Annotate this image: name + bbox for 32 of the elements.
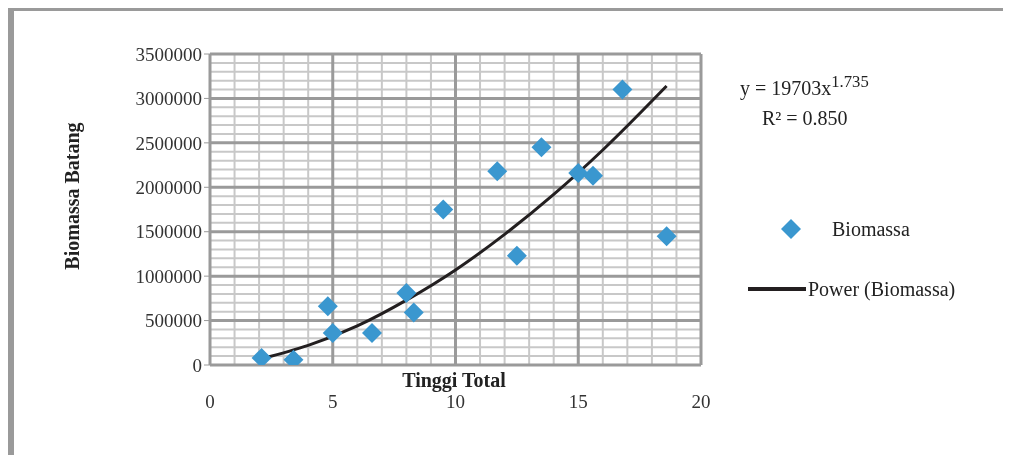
point xyxy=(362,323,383,344)
x-tick-label: 5 xyxy=(328,391,338,413)
point xyxy=(568,163,589,184)
point xyxy=(506,245,527,266)
y-tick-label: 3500000 xyxy=(135,43,202,65)
x-tick-label: 10 xyxy=(446,391,465,413)
point xyxy=(531,137,552,158)
y-tick-label: 0 xyxy=(192,354,202,376)
point xyxy=(612,79,633,100)
x-axis-title: Tinggi Total xyxy=(402,369,506,391)
y-tick-label: 2500000 xyxy=(135,132,202,154)
legend-label: Biomassa xyxy=(832,217,910,241)
x-tick-label: 20 xyxy=(691,391,711,413)
y-tick-label: 1000000 xyxy=(135,265,202,287)
point xyxy=(322,323,343,344)
legend-label: Power (Biomassa) xyxy=(808,277,956,301)
point xyxy=(317,296,338,317)
y-axis-title: Biomassa Batang xyxy=(60,122,84,270)
text: y = 19703x$^{1.735}$ xyxy=(740,71,869,102)
y-tick-label: 2000000 xyxy=(135,177,202,199)
point xyxy=(582,165,603,186)
point xyxy=(396,283,417,304)
text: R² = 0.850 xyxy=(761,105,849,131)
point xyxy=(251,347,272,365)
y-tick-label: 1500000 xyxy=(135,221,202,243)
point xyxy=(656,226,677,247)
point xyxy=(487,161,508,182)
point xyxy=(433,199,454,220)
y-tick-label: 500000 xyxy=(145,310,202,332)
y-tick-label: 3000000 xyxy=(135,88,202,110)
x-tick-label: 15 xyxy=(568,391,588,413)
point xyxy=(403,302,424,323)
